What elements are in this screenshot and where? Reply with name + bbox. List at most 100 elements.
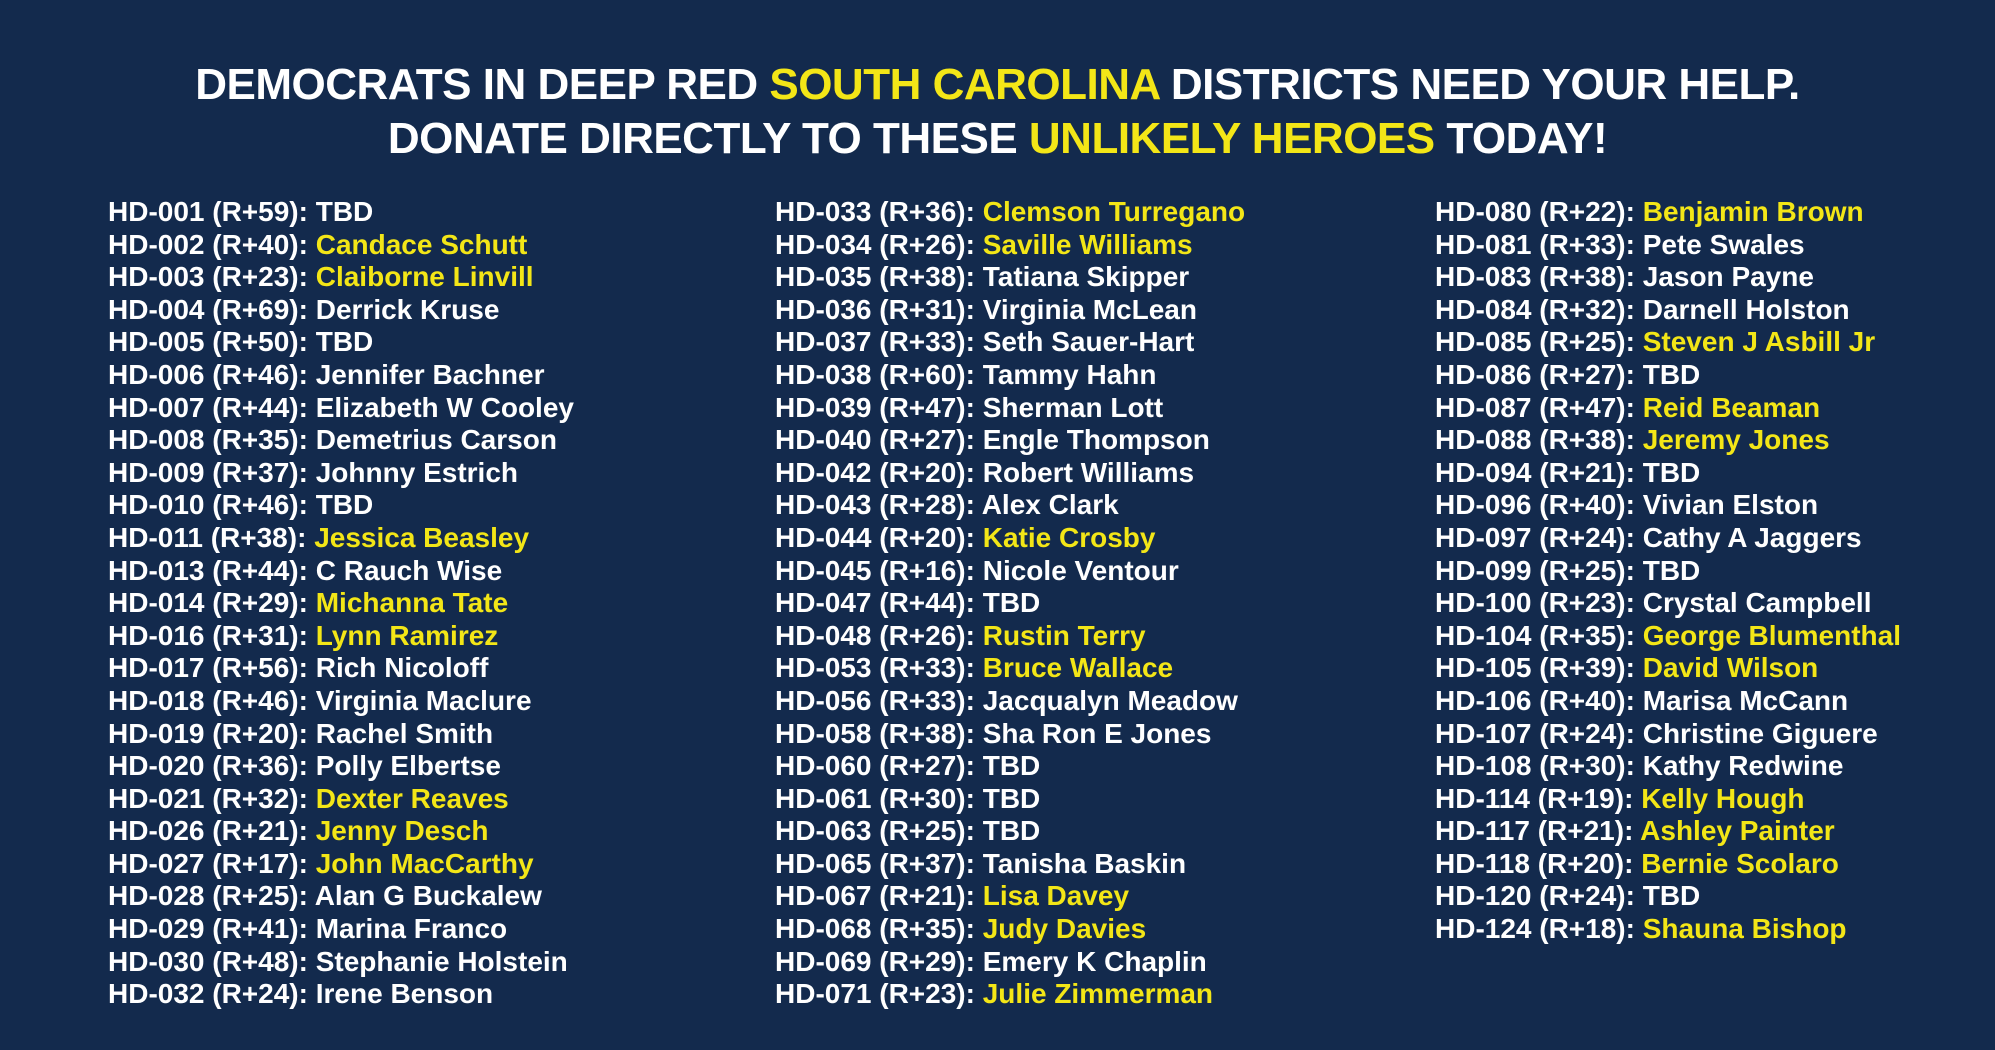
candidate-name-link[interactable]: Shauna Bishop	[1642, 913, 1847, 945]
list-item: HD-008 (R+35): Demetrius Carson	[108, 424, 775, 457]
candidate-name-link[interactable]: George Blumenthal	[1642, 619, 1901, 651]
district-rating-label: HD-056 (R+33):	[775, 684, 983, 716]
district-column-2: HD-033 (R+36): Clemson Turregano HD-034 (…	[775, 196, 1435, 1011]
candidate-name-link[interactable]: Michanna Tate	[315, 587, 509, 619]
district-rating-label: HD-039 (R+47):	[775, 391, 983, 423]
candidate-name: TBD	[982, 782, 1041, 814]
list-item: HD-108 (R+30): Kathy Redwine	[1435, 750, 1987, 783]
district-rating-label: HD-029 (R+41):	[108, 913, 316, 945]
list-item: HD-010 (R+46): TBD	[108, 489, 775, 522]
list-item: HD-086 (R+27): TBD	[1435, 359, 1987, 392]
candidate-name-link[interactable]: Dexter Reaves	[315, 782, 509, 814]
list-item: HD-084 (R+32): Darnell Holston	[1435, 294, 1987, 327]
candidate-name: Virginia Maclure	[315, 684, 532, 716]
district-rating-label: HD-011 (R+38):	[108, 521, 315, 553]
list-item: HD-027 (R+17): John MacCarthy	[108, 848, 775, 881]
candidate-name: Jennifer Bachner	[315, 358, 545, 390]
candidate-name: Seth Sauer-Hart	[982, 326, 1195, 358]
candidate-name: Tanisha Baskin	[982, 847, 1187, 879]
district-rating-label: HD-047 (R+44):	[775, 587, 983, 619]
district-rating-label: HD-071 (R+23):	[775, 978, 983, 1010]
candidate-name-link[interactable]: Jenny Desch	[315, 815, 489, 847]
candidate-name: Darnell Holston	[1642, 293, 1850, 325]
candidate-name-link[interactable]: Benjamin Brown	[1642, 196, 1864, 227]
candidate-name-link[interactable]: Judy Davies	[982, 913, 1147, 945]
list-item: HD-107 (R+24): Christine Giguere	[1435, 718, 1987, 751]
district-rating-label: HD-007 (R+44):	[108, 391, 316, 423]
list-item: HD-006 (R+46): Jennifer Bachner	[108, 359, 775, 392]
list-item: HD-035 (R+38): Tatiana Skipper	[775, 261, 1435, 294]
candidate-name: TBD	[982, 750, 1041, 782]
district-rating-label: HD-124 (R+18):	[1435, 913, 1643, 945]
district-rating-label: HD-063 (R+25):	[775, 815, 983, 847]
candidate-name: TBD	[1642, 456, 1701, 488]
candidate-name-link[interactable]: Bruce Wallace	[982, 652, 1174, 684]
district-rating-label: HD-068 (R+35):	[775, 913, 983, 945]
candidate-name-link[interactable]: Candace Schutt	[315, 228, 528, 260]
candidate-name-link[interactable]: Lynn Ramirez	[315, 619, 499, 651]
district-rating-label: HD-035 (R+38):	[775, 261, 983, 293]
list-item: HD-020 (R+36): Polly Elbertse	[108, 750, 775, 783]
headline: DEMOCRATS IN DEEP RED SOUTH CAROLINA DIS…	[0, 0, 1995, 166]
district-rating-label: HD-034 (R+26):	[775, 228, 983, 260]
district-rating-label: HD-004 (R+69):	[108, 293, 316, 325]
list-item: HD-016 (R+31): Lynn Ramirez	[108, 620, 775, 653]
list-item: HD-106 (R+40): Marisa McCann	[1435, 685, 1987, 718]
candidate-name: Kathy Redwine	[1642, 750, 1844, 782]
candidate-name-link[interactable]: Reid Beaman	[1642, 391, 1821, 423]
candidate-name-link[interactable]: Clemson Turregano	[982, 196, 1246, 227]
candidate-name-link[interactable]: Lisa Davey	[982, 880, 1130, 912]
candidate-name-link[interactable]: Rustin Terry	[982, 619, 1146, 651]
candidate-name: Vivian Elston	[1642, 489, 1819, 521]
candidate-name-link[interactable]: Jessica Beasley	[314, 521, 530, 553]
list-item: HD-005 (R+50): TBD	[108, 326, 775, 359]
list-item: HD-009 (R+37): Johnny Estrich	[108, 457, 775, 490]
district-rating-label: HD-006 (R+46):	[108, 358, 316, 390]
headline-text: DEMOCRATS IN DEEP RED	[195, 60, 770, 109]
candidate-name-link[interactable]: Bernie Scolaro	[1641, 847, 1839, 879]
district-rating-label: HD-107 (R+24):	[1435, 717, 1643, 749]
district-rating-label: HD-114 (R+19):	[1435, 782, 1642, 814]
candidate-name-link[interactable]: John MacCarthy	[315, 847, 534, 879]
candidate-name-link[interactable]: Steven J Asbill Jr	[1642, 326, 1876, 358]
candidate-name: Alan G Buckalew	[314, 880, 542, 912]
district-rating-label: HD-020 (R+36):	[108, 750, 316, 782]
candidate-name: Johnny Estrich	[315, 456, 518, 488]
district-rating-label: HD-083 (R+38):	[1435, 261, 1643, 293]
district-rating-label: HD-019 (R+20):	[108, 717, 316, 749]
district-rating-label: HD-033 (R+36):	[775, 196, 983, 227]
district-rating-label: HD-105 (R+39):	[1435, 652, 1643, 684]
list-item: HD-053 (R+33): Bruce Wallace	[775, 652, 1435, 685]
headline-highlight-text: UNLIKELY HEROES	[1028, 114, 1435, 163]
district-rating-label: HD-094 (R+21):	[1435, 456, 1643, 488]
district-rating-label: HD-045 (R+16):	[775, 554, 983, 586]
district-rating-label: HD-058 (R+38):	[775, 717, 983, 749]
headline-text: TODAY!	[1434, 114, 1608, 163]
district-column-3: HD-080 (R+22): Benjamin Brown HD-081 (R+3…	[1435, 196, 1987, 1011]
list-item: HD-044 (R+20): Katie Crosby	[775, 522, 1435, 555]
district-rating-label: HD-108 (R+30):	[1435, 750, 1643, 782]
list-item: HD-048 (R+26): Rustin Terry	[775, 620, 1435, 653]
candidate-name-link[interactable]: Ashley Painter	[1640, 815, 1835, 847]
district-rating-label: HD-053 (R+33):	[775, 652, 983, 684]
list-item: HD-060 (R+27): TBD	[775, 750, 1435, 783]
candidate-name-link[interactable]: Jeremy Jones	[1642, 424, 1830, 456]
district-rating-label: HD-005 (R+50):	[108, 326, 316, 358]
list-item: HD-118 (R+20): Bernie Scolaro	[1435, 848, 1987, 881]
district-rating-label: HD-081 (R+33):	[1435, 228, 1643, 260]
list-item: HD-037 (R+33): Seth Sauer-Hart	[775, 326, 1435, 359]
list-item: HD-028 (R+25): Alan G Buckalew	[108, 880, 775, 913]
list-item: HD-011 (R+38): Jessica Beasley	[108, 522, 775, 555]
candidate-name-link[interactable]: Saville Williams	[982, 228, 1193, 260]
candidate-name-link[interactable]: Katie Crosby	[982, 521, 1156, 553]
candidate-name: TBD	[1642, 880, 1701, 912]
candidate-name-link[interactable]: Claiborne Linvill	[315, 261, 534, 293]
candidate-name-link[interactable]: David Wilson	[1642, 652, 1819, 684]
headline-line2: DONATE DIRECTLY TO THESE UNLIKELY HEROES…	[0, 112, 1995, 166]
district-rating-label: HD-021 (R+32):	[108, 782, 316, 814]
candidate-name-link[interactable]: Kelly Hough	[1641, 782, 1805, 814]
candidate-name-link[interactable]: Julie Zimmerman	[982, 978, 1214, 1010]
district-rating-label: HD-118 (R+20):	[1435, 847, 1642, 879]
list-item: HD-105 (R+39): David Wilson	[1435, 652, 1987, 685]
district-rating-label: HD-042 (R+20):	[775, 456, 983, 488]
